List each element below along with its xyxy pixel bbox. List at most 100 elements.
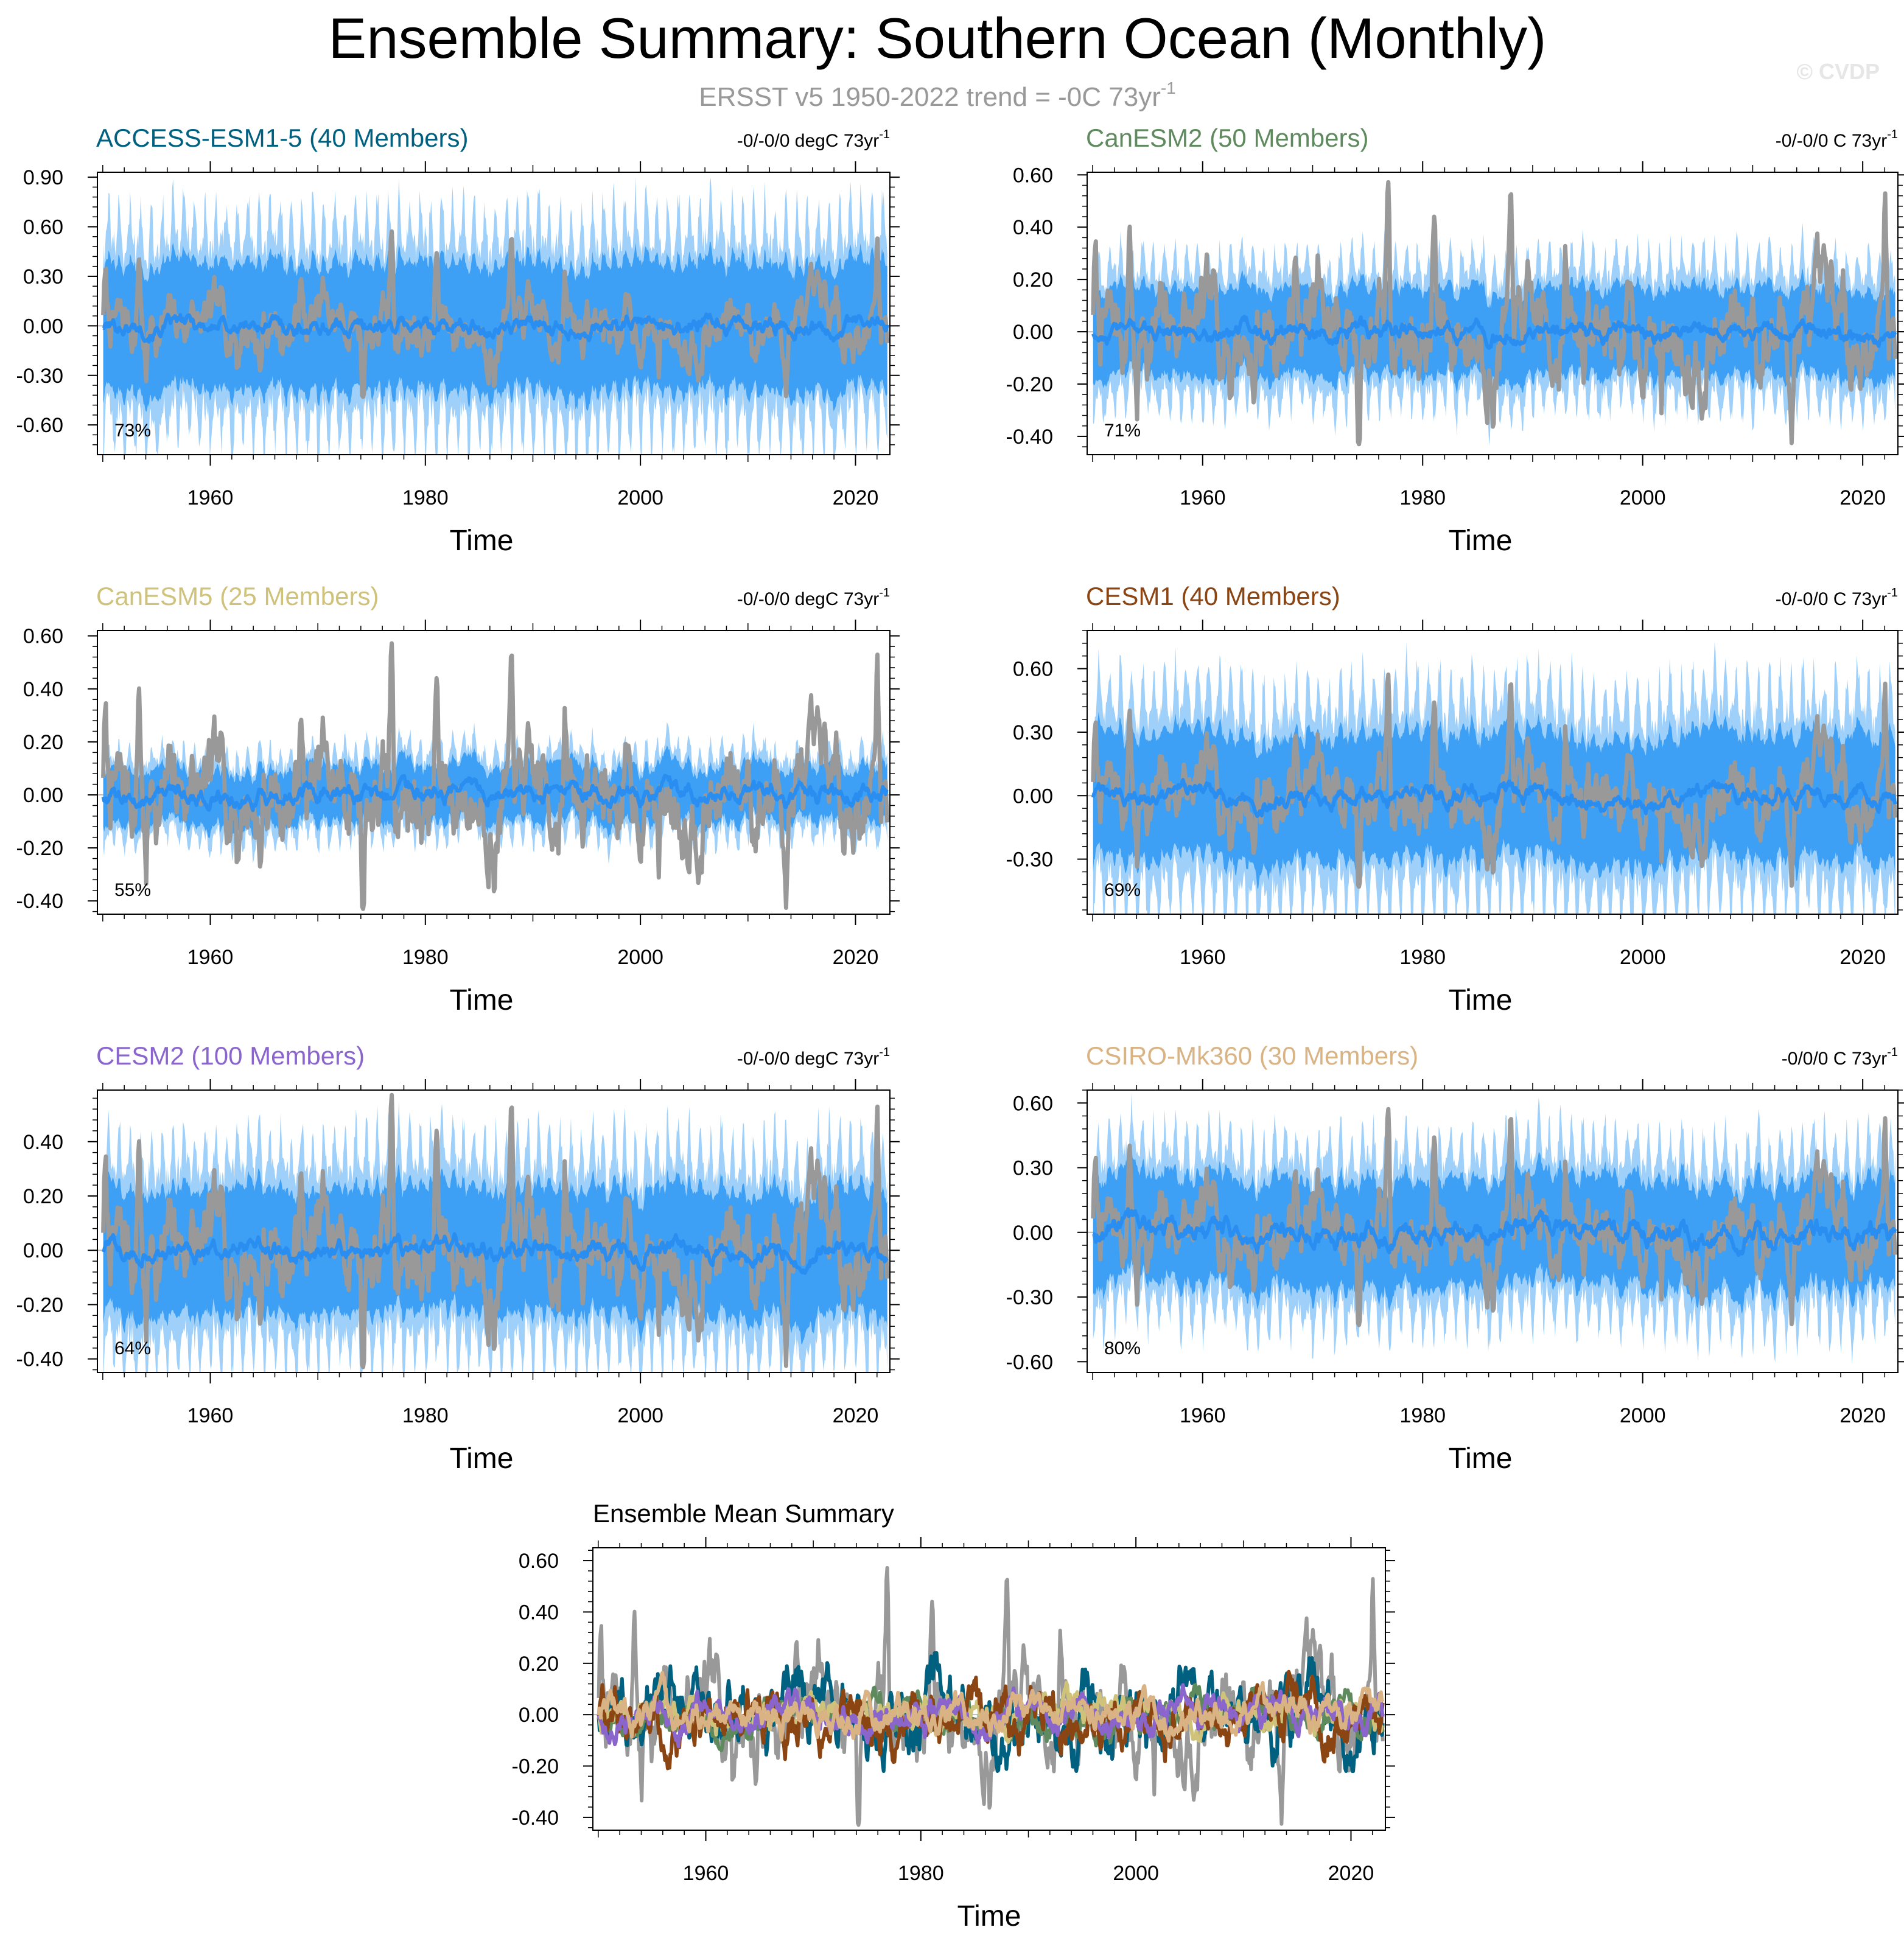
trend-text: -0/-0/0 degC 73yr (737, 589, 879, 609)
chart-panels: ACCESS-ESM1-5 (40 Members) -0/-0/0 degC 7… (16, 124, 1904, 1932)
x-tick-label: 1960 (1180, 1404, 1226, 1427)
trend-superscript: -1 (1887, 128, 1898, 141)
panel-title: CanESM5 (25 Members) (96, 582, 379, 610)
ensemble-mean-line (101, 1232, 889, 1275)
x-axis-label: Time (1449, 1442, 1513, 1475)
subtitle-superscript: -1 (1161, 79, 1176, 97)
ensemble-mean-line (101, 774, 889, 813)
ensemble-mean-line (1091, 315, 1897, 350)
trend-text: -0/0/0 C 73yr (1782, 1049, 1887, 1069)
y-tick-label: 0.60 (519, 1550, 559, 1573)
x-axis-label: Time (1449, 984, 1513, 1016)
y-tick-label: -0.30 (1006, 848, 1054, 872)
chart-panel-2: CanESM2 (50 Members) -0/-0/0 C 73yr-1 0.60… (1006, 124, 1904, 557)
y-tick-label: -0.30 (16, 365, 64, 388)
x-tick-label: 2020 (1839, 946, 1886, 969)
figure-title: Ensemble Summary: Southern Ocean (Monthl… (329, 6, 1547, 70)
x-tick-label: 2020 (1839, 486, 1886, 509)
x-tick-label: 2020 (833, 946, 879, 969)
y-tick-label: 0.00 (23, 315, 63, 338)
x-tick-label: 1980 (402, 946, 449, 969)
x-tick-label: 2020 (833, 486, 879, 509)
y-tick-label: -0.40 (512, 1806, 559, 1830)
chart-panel-1: ACCESS-ESM1-5 (40 Members) -0/-0/0 degC 7… (16, 124, 900, 557)
y-tick-label: 0.40 (519, 1601, 559, 1624)
y-tick-label: 0.30 (1013, 721, 1053, 744)
x-tick-label: 1980 (1399, 946, 1446, 969)
x-tick-label: 1960 (1180, 946, 1226, 969)
x-tick-label: 2020 (1328, 1862, 1374, 1885)
trend-superscript: -1 (1887, 1046, 1898, 1059)
y-tick-label: 0.40 (23, 678, 63, 701)
trend-superscript: -1 (879, 586, 890, 600)
chart-panel-5: CESM2 (100 Members) -0/-0/0 degC 73yr-1 0.… (16, 1041, 900, 1475)
trend-label: -0/-0/0 degC 73yr-1 (737, 1046, 890, 1069)
trend-text: -0/-0/0 degC 73yr (737, 131, 879, 151)
panel-title: CSIRO-Mk360 (30 Members) (1086, 1041, 1418, 1070)
watermark: © CVDP (1796, 59, 1880, 84)
observed-line (101, 641, 890, 911)
trend-superscript: -1 (1887, 586, 1898, 600)
observed-line (1091, 180, 1898, 447)
trend-label: -0/0/0 C 73yr-1 (1782, 1046, 1898, 1069)
plot-area (1087, 1092, 1898, 1365)
y-tick-label: -0.40 (1006, 425, 1054, 449)
x-tick-label: 1960 (683, 1862, 729, 1885)
y-tick-label: -0.60 (1006, 1351, 1054, 1374)
x-tick-label: 1980 (1399, 1404, 1446, 1427)
y-tick-label: -0.20 (512, 1755, 559, 1778)
y-tick-label: 0.00 (23, 1239, 63, 1262)
panel-title: CanESM2 (50 Members) (1086, 124, 1368, 152)
ensemble-mean-line (1092, 1207, 1897, 1257)
panel-title: ACCESS-ESM1-5 (40 Members) (96, 124, 468, 152)
percent-label: 73% (114, 421, 151, 441)
x-tick-label: 2000 (1113, 1862, 1159, 1885)
percent-label: 69% (1104, 880, 1141, 900)
x-axis-label: Time (1449, 525, 1513, 557)
x-tick-label: 2000 (1620, 486, 1666, 509)
y-tick-label: 0.20 (1013, 268, 1053, 292)
y-tick-label: 0.90 (23, 166, 63, 189)
y-tick-label: 0.60 (23, 216, 63, 239)
y-tick-label: 0.60 (1013, 658, 1053, 681)
chart-panel-7: Ensemble Mean Summary 0.60 0.40 0.20 0.00 -0.… (512, 1499, 1395, 1932)
percent-label: 55% (114, 880, 151, 900)
percent-label: 71% (1104, 421, 1141, 441)
x-tick-label: 1960 (187, 946, 234, 969)
plot-frame (97, 630, 891, 915)
plot-frame (1087, 1089, 1899, 1373)
x-axis-label: Time (450, 1442, 514, 1475)
y-tick-label: 0.20 (519, 1652, 559, 1676)
trend-label: -0/-0/0 degC 73yr-1 (737, 128, 890, 151)
percent-label: 80% (1104, 1338, 1141, 1358)
plot-frame (97, 172, 891, 455)
x-tick-label: 2000 (617, 946, 663, 969)
x-axis-label: Time (450, 984, 514, 1016)
plot-frame (1087, 172, 1899, 455)
summary-line-csiro-mk360 (597, 1671, 1385, 1743)
ensemble-mean-line (1091, 778, 1897, 818)
x-tick-label: 1960 (1180, 486, 1226, 509)
plot-area (97, 1093, 890, 1372)
panel-title: CESM2 (100 Members) (96, 1041, 365, 1070)
trend-text: -0/-0/0 degC 73yr (737, 1049, 879, 1069)
ensemble-mean-line (102, 312, 889, 344)
y-tick-label: -0.40 (16, 1348, 64, 1371)
x-tick-label: 1980 (402, 486, 449, 509)
panel-title: Ensemble Mean Summary (593, 1499, 894, 1528)
x-tick-label: 2000 (617, 1404, 663, 1427)
trend-label: -0/-0/0 C 73yr-1 (1776, 128, 1898, 151)
trend-text: -0/-0/0 C 73yr (1776, 589, 1887, 609)
y-tick-label: 0.40 (1013, 216, 1053, 239)
y-tick-label: 0.00 (519, 1704, 559, 1727)
y-tick-label: -0.20 (1006, 373, 1054, 396)
plot-frame (592, 1547, 1386, 1831)
y-tick-label: 0.20 (23, 1185, 63, 1208)
chart-panel-4: CESM1 (40 Members) -0/-0/0 C 73yr-1 0.60 0.… (1006, 582, 1904, 1016)
x-axis-label: Time (450, 525, 514, 557)
y-tick-label: -0.20 (16, 1293, 64, 1316)
trend-superscript: -1 (879, 128, 890, 141)
x-tick-label: 2000 (1620, 1404, 1666, 1427)
x-tick-label: 1980 (898, 1862, 944, 1885)
